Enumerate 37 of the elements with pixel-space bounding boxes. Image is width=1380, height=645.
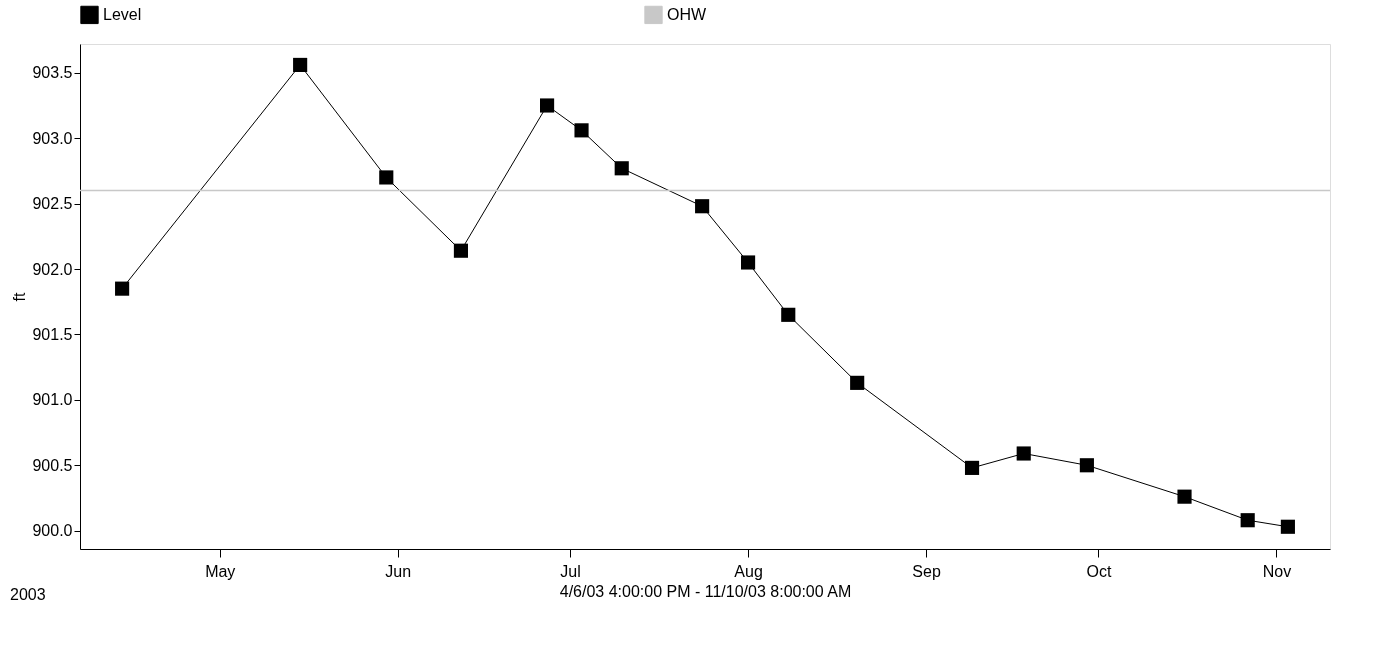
y-tick-label: 902.5	[32, 195, 73, 213]
y-axis-title: ft	[11, 292, 29, 302]
y-tick-label: 903.0	[32, 129, 73, 147]
point	[1079, 458, 1094, 473]
point	[293, 57, 308, 72]
point	[453, 243, 469, 258]
x-tick-label: Jul	[560, 562, 581, 580]
point	[781, 307, 796, 322]
point	[540, 98, 555, 113]
point	[574, 123, 589, 138]
x-tick-label: Nov	[1262, 562, 1292, 580]
y-tick-label: 900.5	[32, 456, 73, 474]
point	[614, 161, 629, 176]
point	[964, 460, 980, 475]
point	[379, 170, 394, 185]
y-tick-label: 900.0	[32, 522, 73, 540]
x-tick-label: Aug	[734, 562, 763, 580]
x-tick-label: Oct	[1086, 562, 1112, 580]
legend-label: Level	[103, 5, 142, 23]
x-tick-label: May	[205, 562, 236, 580]
y-tick-label: 902.0	[32, 260, 73, 278]
x-axis-title: 4/6/03 4:00:00 PM - 11/10/03 8:00:00 AM	[559, 582, 852, 600]
point	[1016, 446, 1031, 461]
legend-label: OHW	[667, 5, 707, 23]
point	[115, 281, 130, 296]
y-tick-label: 901.0	[32, 391, 73, 409]
y-tick-label: 901.5	[32, 325, 73, 343]
text: 2003	[10, 586, 46, 603]
point	[1280, 519, 1295, 534]
x-tick-label: Jun	[385, 562, 412, 580]
point	[850, 375, 865, 390]
point	[1177, 489, 1192, 504]
point	[1240, 513, 1255, 528]
point	[741, 255, 756, 270]
point	[695, 199, 710, 214]
x-tick-label: Sep	[912, 562, 941, 580]
y-tick-label: 903.5	[32, 64, 73, 82]
